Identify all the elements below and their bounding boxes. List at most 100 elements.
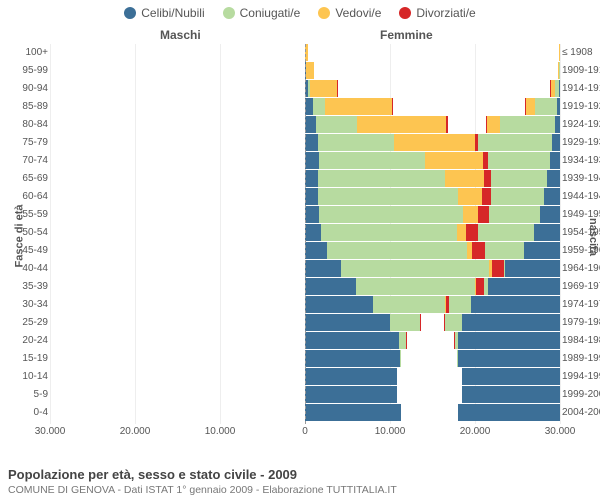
segment-widowed: [325, 98, 391, 115]
age-tick: 25-29: [0, 318, 48, 328]
segment-single: [305, 260, 341, 277]
segment-married: [400, 350, 401, 367]
legend-swatch: [223, 7, 235, 19]
age-tick: 5-9: [0, 390, 48, 400]
segment-single: [305, 188, 318, 205]
legend-label: Vedovi/e: [335, 6, 381, 20]
segment-married: [327, 242, 467, 259]
legend: Celibi/Nubili Coniugati/e Vedovi/e Divorzia…: [0, 0, 600, 22]
legend-item: Celibi/Nubili: [124, 6, 204, 20]
segment-widowed: [357, 116, 446, 133]
segment-single: [305, 242, 327, 259]
female-bar: [305, 404, 560, 421]
segment-single: [305, 134, 318, 151]
segment-divorced: [392, 98, 393, 115]
birth-tick: 2004-2008: [562, 408, 600, 418]
x-tick: 30.000: [35, 426, 66, 437]
birth-tick: 1954-1958: [562, 228, 600, 238]
segment-divorced: [446, 296, 449, 313]
legend-label: Coniugati/e: [240, 6, 301, 20]
female-bar: [305, 314, 560, 331]
x-tick: 10.000: [375, 426, 406, 437]
age-tick: 35-39: [0, 282, 48, 292]
segment-widowed: [445, 170, 483, 187]
segment-widowed: [394, 134, 475, 151]
female-bar: [305, 188, 560, 205]
birth-tick: 1924-1928: [562, 120, 600, 130]
birth-tick: ≤ 1908: [562, 48, 600, 58]
population-pyramid: [50, 44, 560, 424]
chart-subtitle: COMUNE DI GENOVA - Dati ISTAT 1° gennaio…: [8, 484, 397, 496]
chart-title: Popolazione per età, sesso e stato civil…: [8, 467, 397, 482]
x-tick: 30.000: [545, 426, 576, 437]
segment-married: [318, 170, 446, 187]
birth-tick: 1914-1918: [562, 84, 600, 94]
segment-single: [305, 152, 319, 169]
age-tick: 40-44: [0, 264, 48, 274]
segment-divorced: [420, 314, 421, 331]
segment-married: [313, 98, 326, 115]
segment-married: [318, 134, 395, 151]
female-bar: [305, 98, 560, 115]
female-bar: [305, 152, 560, 169]
age-tick: 0-4: [0, 408, 48, 418]
birth-tick: 1909-1913: [562, 66, 600, 76]
y-axis-birth: ≤ 19081909-19131914-19181919-19231924-19…: [562, 44, 600, 424]
age-tick: 45-49: [0, 246, 48, 256]
segment-married: [319, 152, 425, 169]
birth-tick: 1939-1943: [562, 174, 600, 184]
segment-single: [305, 368, 397, 385]
segment-single: [305, 386, 397, 403]
y-axis-age: 100+95-9990-9485-8980-8475-7970-7465-696…: [0, 44, 48, 424]
age-tick: 15-19: [0, 354, 48, 364]
female-bar: [305, 206, 560, 223]
female-bar: [305, 368, 560, 385]
segment-single: [305, 278, 356, 295]
segment-married: [356, 278, 475, 295]
segment-single: [305, 206, 319, 223]
female-bar: [305, 278, 560, 295]
segment-married: [316, 116, 357, 133]
age-tick: 50-54: [0, 228, 48, 238]
segment-single: [305, 332, 399, 349]
segment-widowed: [457, 224, 466, 241]
segment-widowed: [458, 188, 482, 205]
age-tick: 55-59: [0, 210, 48, 220]
birth-tick: 1969-1973: [562, 282, 600, 292]
segment-divorced: [484, 170, 492, 187]
legend-item: Divorziati/e: [399, 6, 475, 20]
birth-tick: 1929-1933: [562, 138, 600, 148]
gender-female-label: Femmine: [380, 28, 433, 42]
segment-widowed: [310, 80, 337, 97]
female-bar: [305, 332, 560, 349]
female-bar: [305, 224, 560, 241]
female-bar: [305, 350, 560, 367]
segment-married: [321, 224, 457, 241]
age-tick: 30-34: [0, 300, 48, 310]
segment-widowed: [306, 62, 314, 79]
legend-swatch: [124, 7, 136, 19]
age-tick: 60-64: [0, 192, 48, 202]
birth-tick: 1964-1968: [562, 264, 600, 274]
segment-divorced: [483, 152, 488, 169]
x-tick: 0: [302, 426, 308, 437]
segment-divorced: [475, 134, 478, 151]
birth-tick: 1999-2003: [562, 390, 600, 400]
age-tick: 80-84: [0, 120, 48, 130]
birth-tick: 1979-1983: [562, 318, 600, 328]
segment-divorced: [476, 278, 484, 295]
segment-married: [390, 314, 420, 331]
segment-divorced: [482, 188, 491, 205]
gridline: [560, 44, 561, 424]
female-bar: [305, 386, 560, 403]
segment-single: [305, 350, 400, 367]
female-bar: [305, 80, 560, 97]
female-bar: [305, 242, 560, 259]
age-tick: 65-69: [0, 174, 48, 184]
age-tick: 100+: [0, 48, 48, 58]
female-bar: [305, 134, 560, 151]
age-tick: 70-74: [0, 156, 48, 166]
birth-tick: 1959-1963: [562, 246, 600, 256]
birth-tick: 1974-1978: [562, 300, 600, 310]
legend-swatch: [318, 7, 330, 19]
